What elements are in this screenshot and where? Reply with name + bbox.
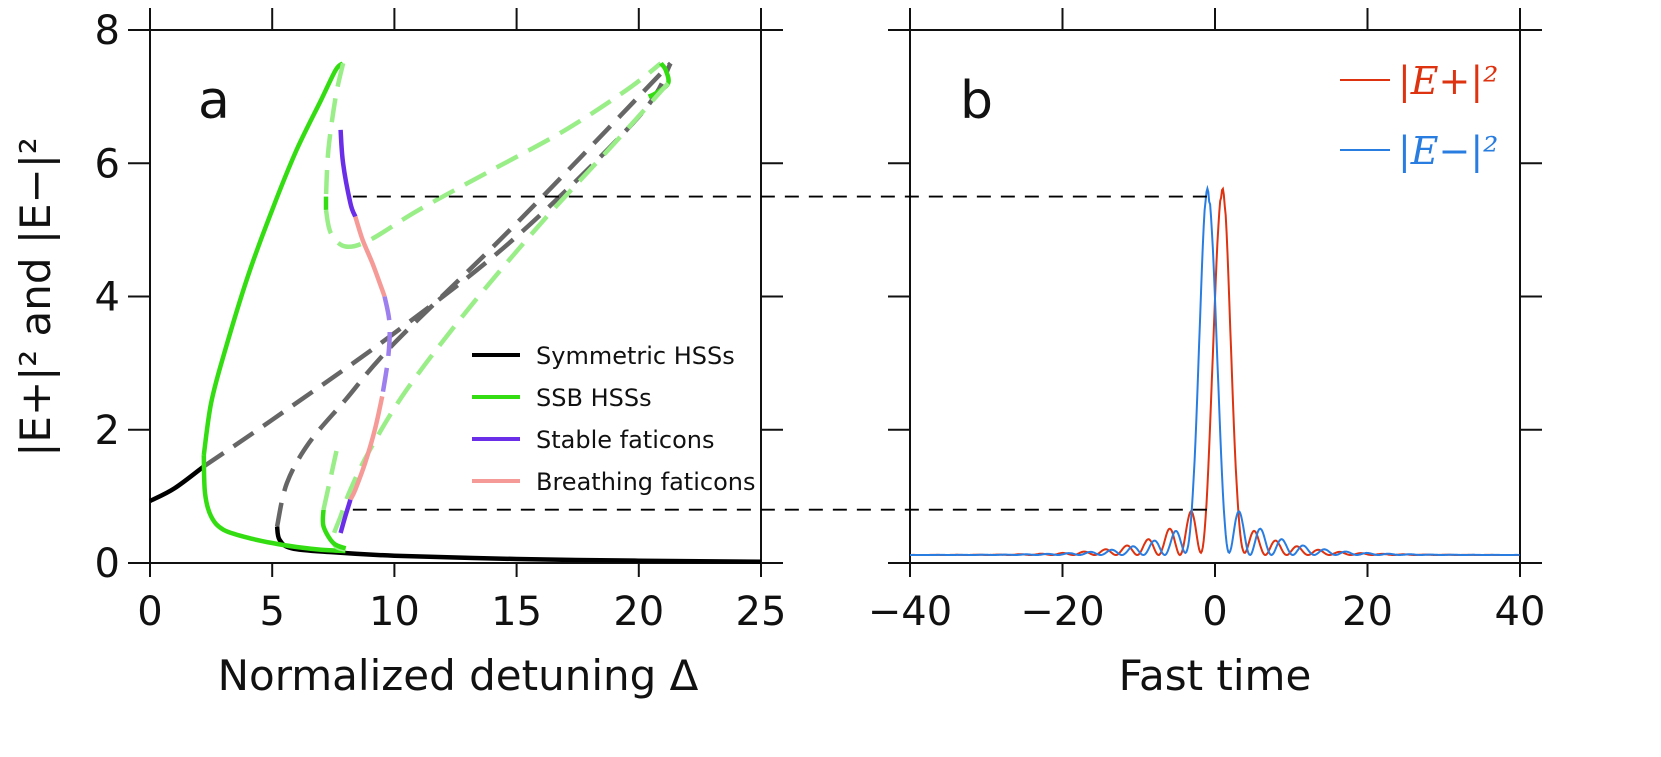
x-tick-label: 20: [1342, 589, 1393, 635]
series-stable-faticons-unstable-15: [379, 296, 392, 397]
legend-label: Symmetric HSSs: [536, 342, 735, 370]
series-ssb-hsss-stable-5: [201, 455, 346, 554]
series-ssb-hsss-unstable-12: [321, 442, 341, 511]
y-tick-label: 4: [95, 275, 120, 321]
panel-a-ticks: 0 5 10 15 20 25 0 2 4 6 8: [95, 8, 787, 635]
panel-a-xlabel: Normalized detuning Δ: [218, 651, 699, 700]
panel-a-legend: Symmetric HSSs SSB HSSs Stable faticons Bre…: [472, 342, 755, 496]
series-ssb-hsss-stable-4: [201, 61, 345, 456]
x-tick-label: 25: [736, 589, 787, 635]
panel-b-xlabel: Fast time: [1119, 651, 1312, 700]
x-tick-label: −40: [868, 589, 952, 635]
legend-label: Breathing faticons: [536, 468, 755, 496]
x-tick-label: 20: [613, 589, 664, 635]
series-symmetric-hsss-unstable-3: [274, 61, 673, 527]
series-e-minus: [910, 184, 1520, 557]
y-tick-label: 8: [95, 8, 120, 54]
x-tick-label: 15: [491, 589, 542, 635]
legend-label: |E−|²: [1398, 129, 1498, 173]
x-tick-label: 0: [1202, 589, 1227, 635]
series-breathing-faticons-breathing-16: [348, 395, 385, 501]
panel-b-ticks: −40 −20 0 20 40: [868, 8, 1546, 635]
x-tick-label: −20: [1020, 589, 1104, 635]
panel-b-legend: |E+|² |E−|²: [1340, 59, 1498, 173]
panel-a-ylabel: |E+|² and |E−|²: [11, 137, 60, 456]
panel-b-curves: [910, 184, 1520, 557]
panel-b: −40 −20 0 20 40 b Fast time |E+|² |E−|²: [868, 8, 1546, 700]
x-tick-label: 40: [1495, 589, 1546, 635]
y-tick-label: 0: [95, 541, 120, 587]
panel-b-label: b: [960, 71, 993, 131]
series-stable-faticons-stable-13: [338, 129, 358, 218]
series-ssb-hsss-stable-11: [320, 509, 347, 551]
legend-label: Stable faticons: [536, 426, 714, 454]
y-tick-label: 6: [95, 141, 120, 187]
series-ssb-hsss-unstable-10: [330, 81, 670, 552]
x-tick-label: 0: [137, 589, 162, 635]
x-tick-label: 5: [259, 589, 284, 635]
series-symmetric-hsss-stable-0: [148, 464, 206, 504]
series-ssb-hsss-unstable-6: [323, 62, 346, 197]
x-tick-label: 10: [369, 589, 420, 635]
series-symmetric-hsss-stable-1: [274, 525, 762, 564]
legend-label: |E+|²: [1398, 59, 1498, 103]
y-tick-label: 2: [95, 408, 120, 454]
series-breathing-faticons-breathing-14: [353, 215, 387, 298]
panel-a-label: a: [198, 71, 230, 131]
legend-label: SSB HSSs: [536, 384, 652, 412]
series-e-plus: [910, 186, 1520, 557]
panel-a-curves: [148, 61, 762, 564]
series-stable-faticons-stable-17: [338, 499, 353, 534]
series-ssb-hsss-unstable-8: [323, 61, 663, 250]
